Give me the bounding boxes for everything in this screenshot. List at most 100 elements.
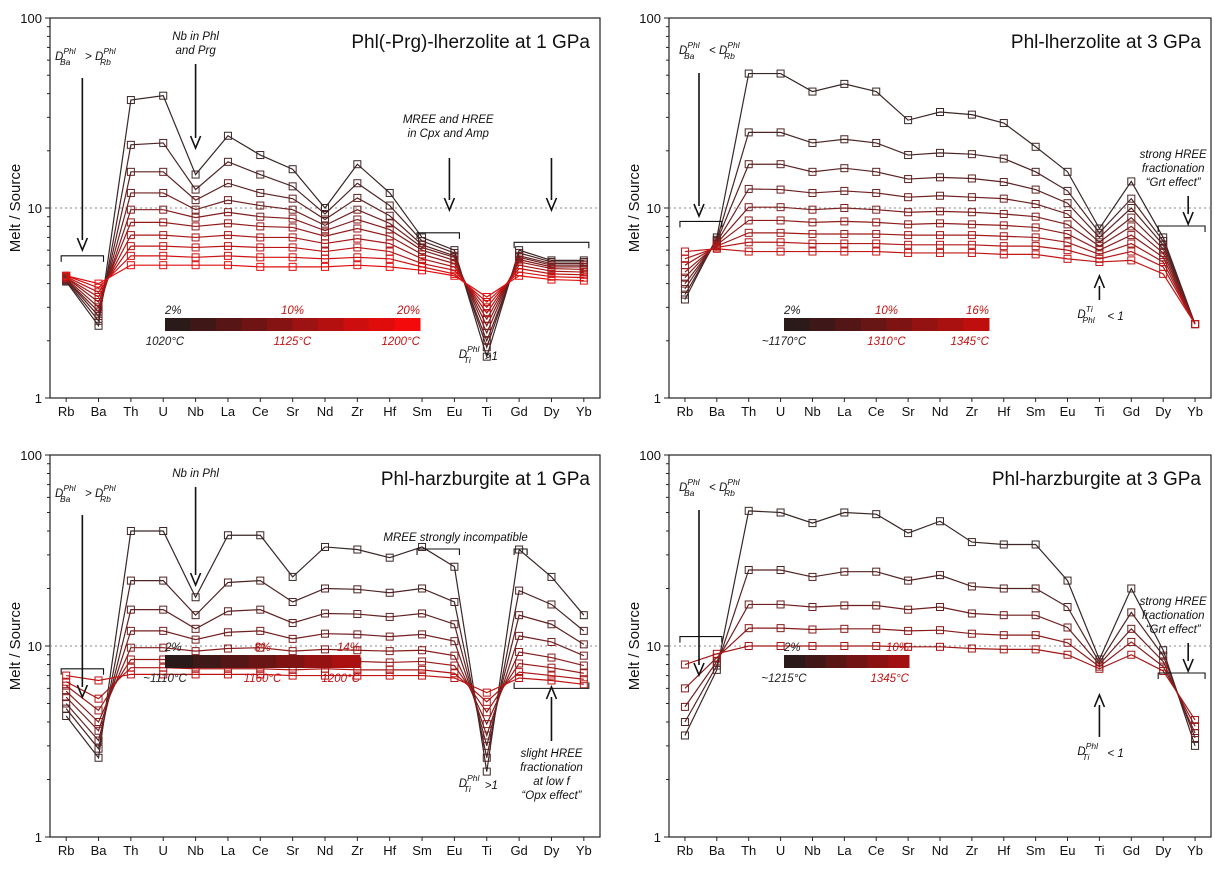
data-point: [999, 119, 1008, 128]
data-point: [515, 611, 524, 620]
x-tick-label: U: [159, 843, 168, 858]
grt-bracket: [1157, 225, 1206, 232]
colorbar-segment: [860, 318, 887, 331]
data-point: [904, 240, 913, 249]
data-point: [482, 343, 491, 352]
data-point: [744, 184, 753, 193]
y-tick-label: 1: [35, 830, 42, 845]
colorbar-top-label: 2%: [783, 642, 801, 654]
x-tick-label: Eu: [1060, 843, 1076, 858]
series-line: [684, 645, 1196, 721]
data-point: [999, 631, 1008, 640]
y-axis-label: Melt / Source: [626, 164, 643, 252]
data-point: [999, 232, 1008, 241]
x-tick-label: Zr: [351, 843, 364, 858]
ti-relation: < 1: [1107, 748, 1123, 760]
colorbar-top-label: 14%: [337, 642, 360, 654]
data-point: [450, 651, 459, 660]
data-point: [712, 649, 721, 658]
data-point: [999, 209, 1008, 218]
colorbar-bottom-label: ~1215°C: [761, 673, 807, 685]
rb-ba-bracket: [679, 220, 723, 228]
data-point: [840, 567, 849, 576]
data-point: [1127, 177, 1136, 186]
data-point: [288, 572, 297, 581]
colorbar-segment: [886, 318, 913, 331]
d-ba-term-sub: Ba: [60, 57, 71, 67]
data-point: [191, 593, 200, 602]
data-point: [936, 231, 944, 240]
d-rb-term-sub: Rb: [100, 57, 111, 67]
data-point: [776, 203, 785, 212]
grt-annotation-line: strong HREE: [1140, 596, 1207, 608]
data-point: [385, 201, 394, 210]
data-point: [1031, 212, 1040, 221]
data-point: [999, 540, 1008, 549]
colorbar-bottom-label: 1345°C: [871, 673, 910, 685]
data-point: [808, 138, 817, 147]
data-point: [1191, 733, 1200, 742]
data-point: [936, 191, 944, 200]
data-point: [450, 562, 459, 571]
data-point: [1159, 269, 1168, 278]
data-point: [936, 248, 944, 257]
data-point: [967, 110, 976, 119]
data-point: [967, 193, 976, 202]
data-point: [321, 629, 329, 638]
data-point: [999, 611, 1008, 620]
data-point: [1095, 246, 1104, 255]
x-tick-label: Dy: [1155, 843, 1171, 858]
data-point: [904, 175, 913, 184]
colorbar-bottom-label: 1160°C: [244, 673, 282, 685]
data-point: [680, 261, 689, 270]
data-point: [579, 669, 588, 678]
data-point: [1127, 624, 1136, 633]
data-point: [288, 634, 297, 643]
data-point: [223, 261, 232, 270]
x-tick-label: Ce: [252, 843, 269, 858]
data-point: [353, 193, 362, 202]
data-point: [515, 586, 524, 595]
data-point: [191, 624, 200, 633]
data-point: [159, 261, 168, 270]
x-tick-label: Eu: [446, 843, 462, 858]
data-point: [321, 215, 329, 224]
data-point: [967, 240, 976, 249]
data-point: [62, 677, 71, 686]
data-point: [744, 216, 753, 225]
series-line: [65, 667, 584, 703]
data-point: [1127, 584, 1136, 593]
x-tick-label: Gd: [1123, 404, 1140, 419]
ree-bracket-left: [416, 232, 460, 239]
d-ba-term: DPhl Ba: [55, 483, 77, 504]
data-point: [126, 167, 135, 176]
data-point: [776, 624, 785, 633]
x-tick-label: Gd: [1123, 843, 1140, 858]
x-tick-label: Zr: [351, 404, 364, 419]
data-point: [967, 208, 976, 217]
x-tick-label: Nb: [187, 404, 204, 419]
data-point: [1031, 645, 1040, 654]
data-point: [967, 582, 976, 591]
d-ti-term-sup: Phl: [1086, 741, 1099, 751]
x-tick-label: U: [776, 404, 785, 419]
data-point: [776, 600, 785, 609]
data-point: [94, 288, 103, 297]
d-ba-term-sup: Phl: [63, 483, 76, 493]
data-point: [808, 229, 817, 238]
mree-bracket-left: [416, 548, 460, 555]
data-point: [288, 182, 297, 191]
data-point: [967, 644, 976, 653]
data-point: [223, 208, 232, 217]
data-point: [62, 671, 71, 680]
colorbar-segment: [825, 655, 847, 668]
data-point: [1031, 540, 1040, 549]
data-point: [288, 223, 297, 232]
data-point: [872, 167, 881, 176]
data-point: [904, 116, 913, 125]
d-ba-term-sub: Ba: [684, 488, 695, 498]
data-point: [191, 222, 200, 231]
d-ti-term-sub: Ti: [464, 784, 472, 794]
series-line: [65, 255, 584, 303]
data-point: [744, 128, 753, 137]
